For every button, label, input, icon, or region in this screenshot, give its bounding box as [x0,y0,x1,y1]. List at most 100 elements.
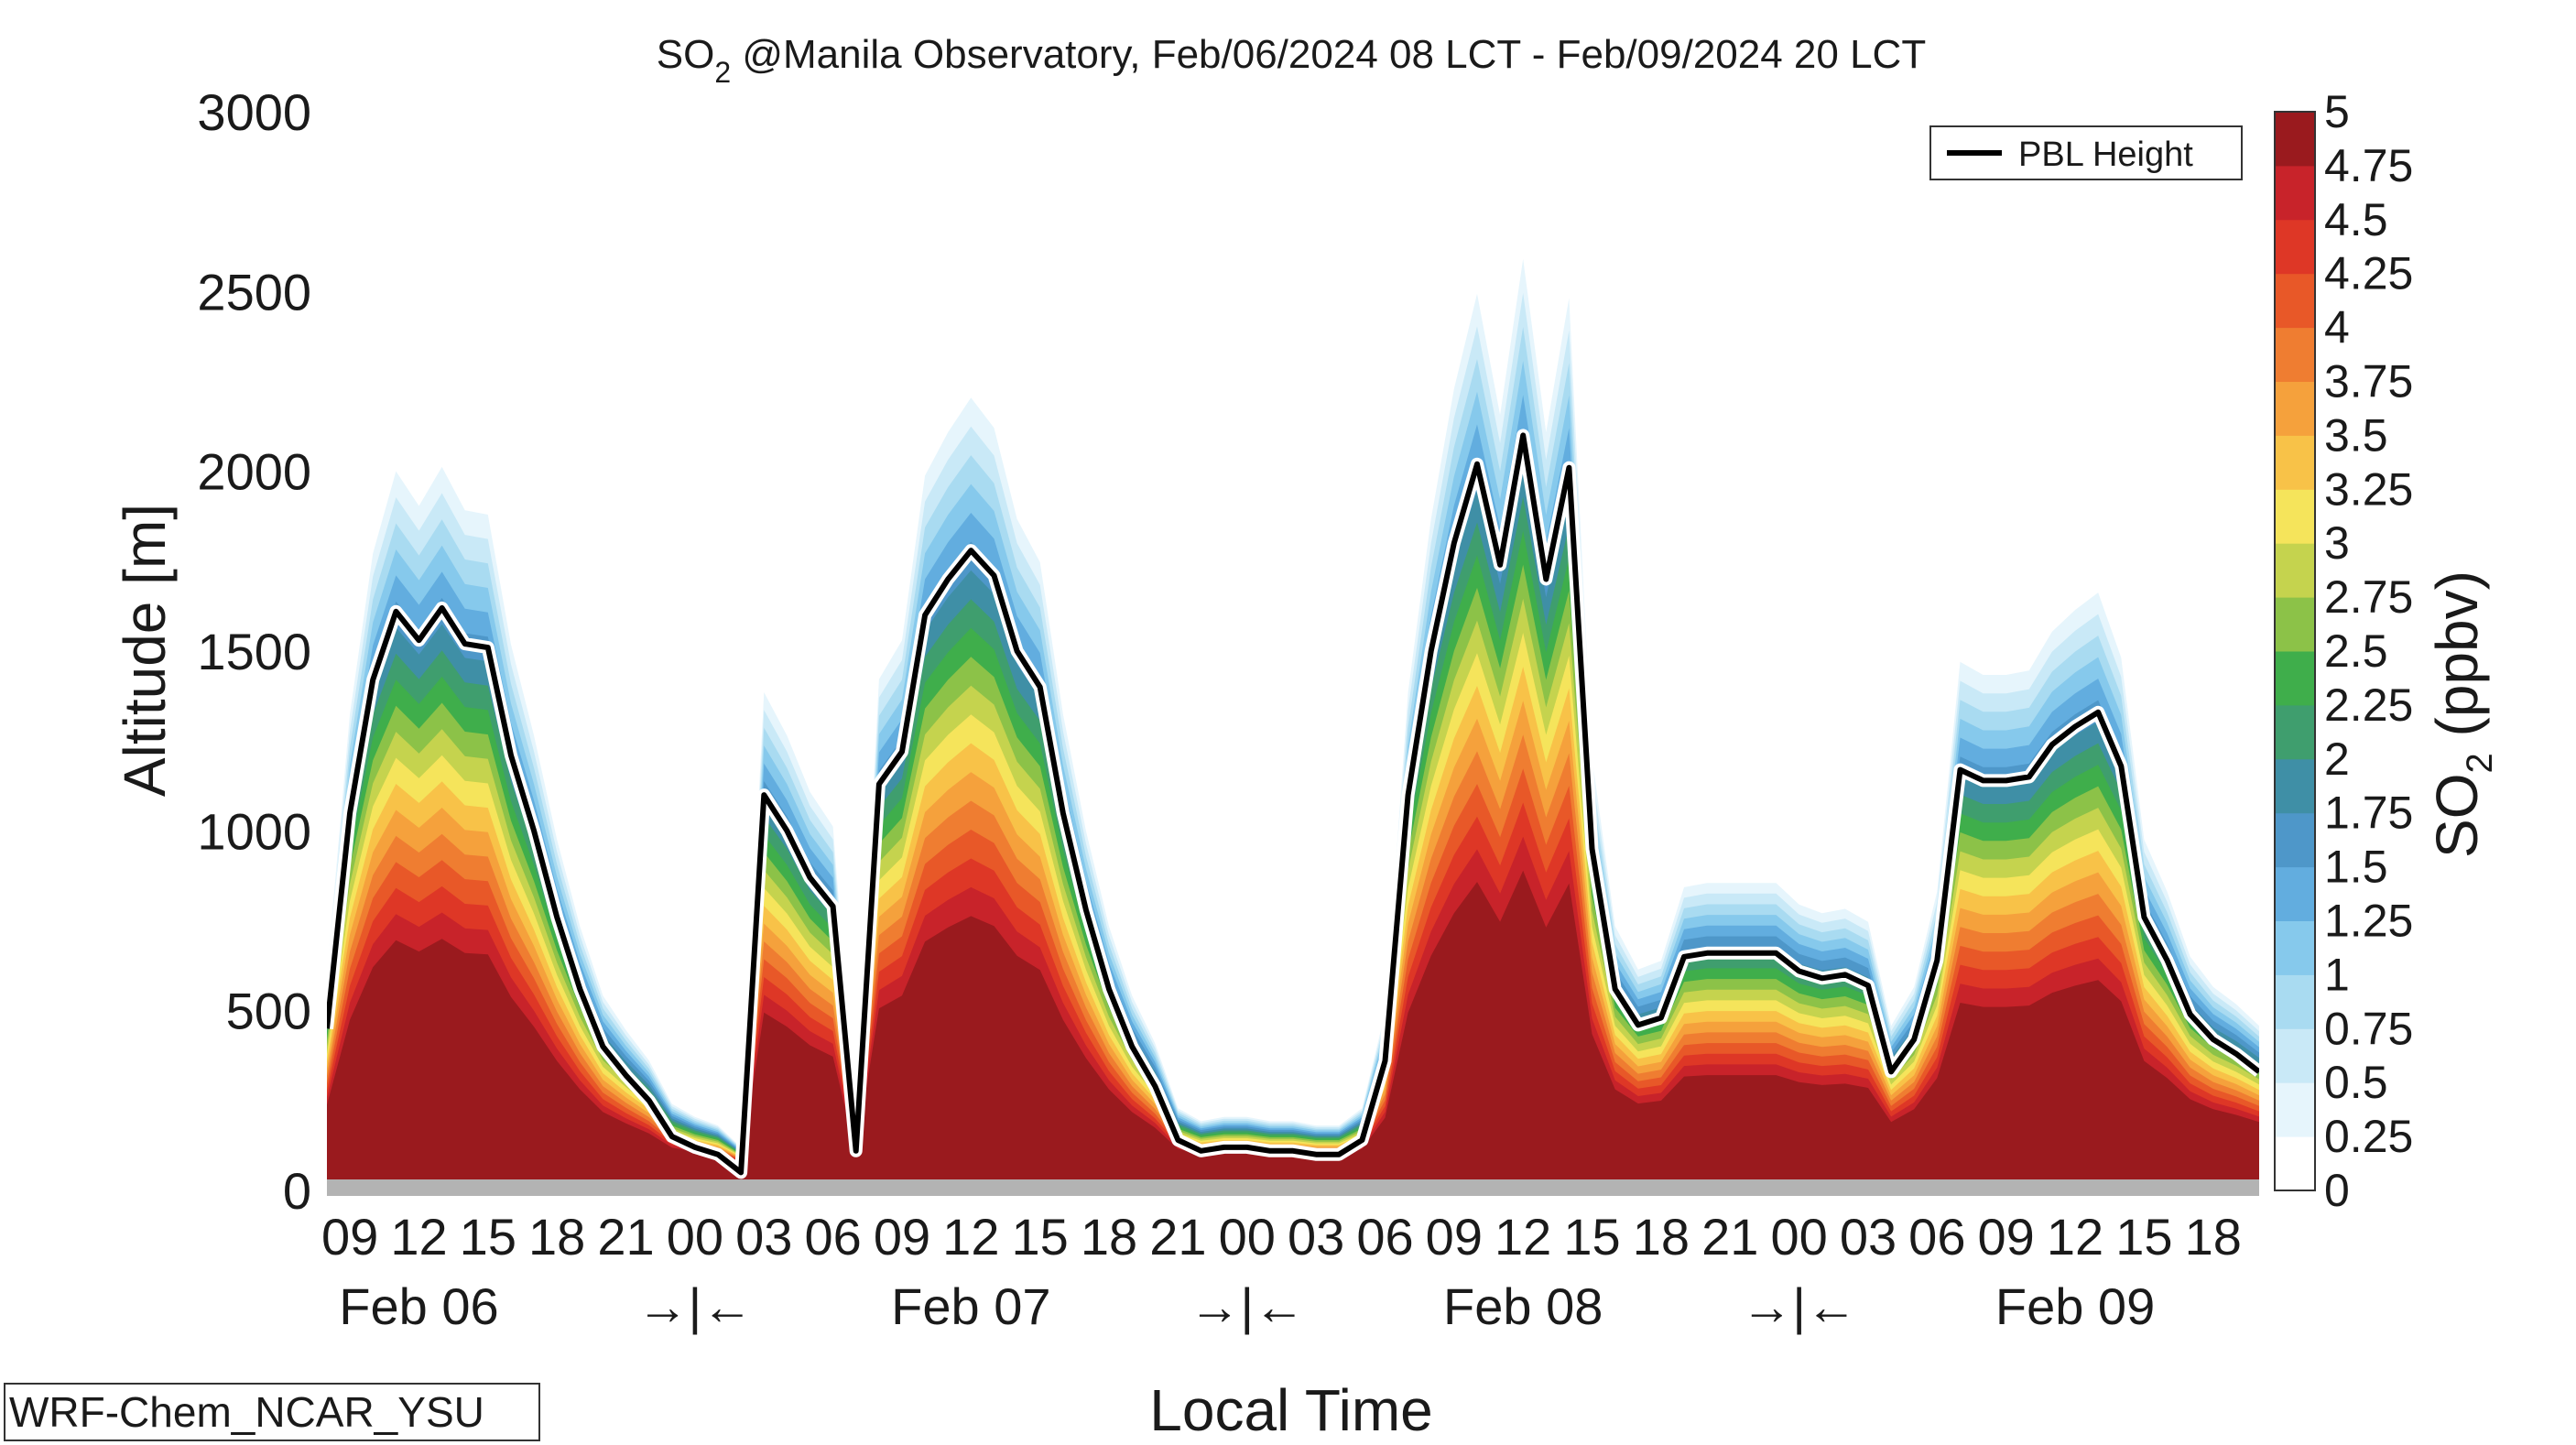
x-tick-label: 12 [1495,1208,1551,1266]
x-axis: 09 12 15 18 21 00 03 06 09 12 15 18 21 00 03 06 09 12 15 18… [321,1208,2242,1266]
date-label: Feb 09 [1995,1277,2155,1335]
day-separator: →|← [1741,1277,1857,1335]
date-label: Feb 08 [1443,1277,1603,1335]
colorbar-tick-label: 0 [2324,1165,2350,1216]
colorbar-swatch [2275,273,2315,329]
colorbar-swatch [2275,920,2315,975]
x-tick-label: 18 [1081,1208,1137,1266]
colorbar-swatch [2275,219,2315,275]
colorbar-swatch [2275,651,2315,706]
colorbar-tick-label: 3.75 [2324,356,2413,407]
colorbar-tick-label: 4.25 [2324,248,2413,299]
colorbar-swatch [2275,1082,2315,1137]
colorbar-tick-label: 1.75 [2324,788,2413,839]
date-label: Feb 07 [891,1277,1050,1335]
colorbar-tick-label: 2.75 [2324,571,2413,623]
legend-pbl-label: PBL Height [2018,136,2193,174]
plot-area [327,112,2259,1196]
x-tick-label: 09 [321,1208,378,1266]
so2-level-band [327,870,2259,1190]
x-tick-label: 06 [1356,1208,1413,1266]
x-tick-label: 18 [528,1208,585,1266]
colorbar-tick-label: 3.25 [2324,463,2413,515]
x-tick-label: 00 [1219,1208,1276,1266]
colorbar-tick-label: 4.5 [2324,194,2388,245]
colorbar-swatch [2275,1028,2315,1083]
x-tick-label: 21 [597,1208,654,1266]
colorbar-swatch [2275,435,2315,490]
colorbar-swatch [2275,112,2315,167]
y-tick-label: 2500 [197,263,311,321]
colorbar-tick-label: 4 [2324,302,2350,353]
x-tick-label: 21 [1701,1208,1758,1266]
colorbar: 00.250.50.7511.251.51.7522.252.52.7533.2… [2274,86,2413,1216]
x-tick-label: 03 [735,1208,792,1266]
colorbar-tick-label: 1.5 [2324,842,2388,893]
x-tick-label: 09 [1978,1208,2035,1266]
colorbar-swatch [2275,543,2315,598]
colorbar-swatch [2275,758,2315,814]
date-label: Feb 06 [339,1277,498,1335]
colorbar-swatch [2275,489,2315,544]
y-axis: 0 500 1000 1500 2000 2500 3000 [197,83,311,1220]
colorbar-swatch [2275,165,2315,221]
y-tick-label: 1000 [197,802,311,860]
x-tick-label: 12 [390,1208,447,1266]
x-tick-label: 15 [460,1208,516,1266]
colorbar-label: SO2 (ppbv) [2424,570,2500,858]
legend: PBL Height [1929,125,2243,180]
colorbar-swatch [2275,704,2315,760]
colorbar-swatch [2275,327,2315,382]
colorbar-tick-label: 2.5 [2324,625,2388,677]
x-tick-label: 09 [1426,1208,1483,1266]
colorbar-frame [2274,111,2316,1191]
y-tick-label: 1500 [197,623,311,680]
colorbar-tick-label: 0.75 [2324,1003,2413,1054]
x-tick-label: 09 [874,1208,930,1266]
colorbar-swatch [2275,597,2315,652]
colorbar-tick-label: 1.25 [2324,896,2413,947]
x-axis-label: Local Time [1149,1377,1432,1443]
y-axis-label: Altitude [m] [112,504,178,797]
colorbar-tick-label: 2.25 [2324,679,2413,731]
colorbar-tick-label: 5 [2324,86,2350,137]
colorbar-tick-label: 2 [2324,733,2350,785]
colorbar-swatch [2275,812,2315,868]
colorbar-swatch [2275,866,2315,921]
x-tick-label: 00 [667,1208,723,1266]
day-separator: →|← [637,1277,754,1335]
x-tick-label: 03 [1288,1208,1344,1266]
colorbar-tick-label: 3.5 [2324,409,2388,461]
date-labels: Feb 06 →|← Feb 07 →|← Feb 08 →|← Feb 09 [339,1277,2155,1335]
ground-strip [327,1179,2259,1196]
chart-title: SO2 @Manila Observatory, Feb/06/2024 08 … [657,32,1926,89]
so2-contour-layers [327,258,2259,1190]
model-name-box: WRF-Chem_NCAR_YSU [4,1383,540,1441]
x-tick-label: 15 [1012,1208,1069,1266]
x-tick-label: 12 [942,1208,999,1266]
colorbar-tick-label: 3 [2324,517,2350,569]
y-tick-label: 0 [283,1162,311,1220]
colorbar-swatch [2275,381,2315,436]
colorbar-tick-label: 0.25 [2324,1111,2413,1162]
pbl-height-line [327,432,2259,1176]
x-tick-label: 06 [1908,1208,1965,1266]
x-tick-label: 18 [1633,1208,1690,1266]
colorbar-tick-label: 0.5 [2324,1057,2388,1108]
x-tick-label: 15 [2115,1208,2172,1266]
day-separator: →|← [1189,1277,1305,1335]
x-tick-label: 00 [1770,1208,1827,1266]
colorbar-swatch [2275,1136,2315,1191]
x-tick-label: 15 [1563,1208,1620,1266]
pbl-height-series [327,429,2259,1179]
y-tick-label: 500 [226,983,311,1040]
x-tick-label: 21 [1149,1208,1206,1266]
colorbar-tick-label: 4.75 [2324,140,2413,191]
x-tick-label: 18 [2185,1208,2242,1266]
y-tick-label: 3000 [197,83,311,141]
x-tick-label: 06 [804,1208,861,1266]
x-tick-label: 03 [1840,1208,1897,1266]
y-tick-label: 2000 [197,443,311,501]
colorbar-swatch [2275,974,2315,1029]
